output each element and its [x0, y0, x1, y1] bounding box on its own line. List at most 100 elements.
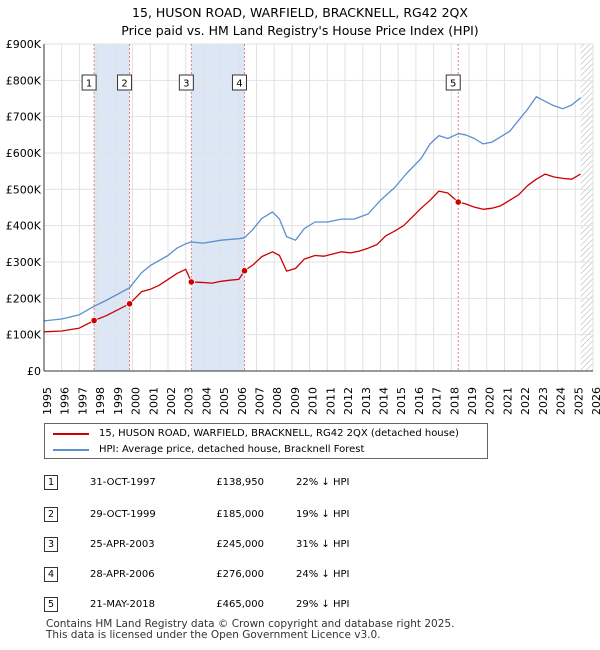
- series-lines: [43, 96, 582, 333]
- legend: 15, HUSON ROAD, WARFIELD, BRACKNELL, RG4…: [44, 423, 488, 459]
- sale-point: [125, 300, 134, 308]
- x-tick-label: 1995: [41, 387, 54, 415]
- x-tick-label: 2002: [165, 387, 178, 415]
- x-tick-labels: 1995 1996 1997 1998 1999 2000 2001 2002 2003 2004…: [41, 387, 600, 415]
- axes: [43, 44, 593, 372]
- sale-label: 4: [236, 79, 242, 90]
- y-tick-label: £500K: [6, 183, 42, 196]
- price-chart: 1 2 3 4 5 £0 £100K £200K £300K £400K £500K £600K £7…: [6, 38, 600, 415]
- sale-point: [90, 316, 98, 325]
- x-tick-label: 2005: [218, 387, 231, 415]
- x-tick-label: 2008: [271, 387, 284, 415]
- future-hatch: [580, 44, 593, 371]
- row-date: 28-APR-2006: [90, 569, 155, 580]
- sale-label-box: [445, 74, 461, 91]
- shaded-period: [94, 44, 130, 371]
- property-price-line: [43, 173, 581, 333]
- table-row: 4 28-APR-2006 £276,000 24% ↓ HPI: [0, 566, 600, 584]
- x-tick-label: 2012: [342, 387, 355, 415]
- legend-swatch-hpi: [53, 449, 89, 451]
- chart-title: 15, HUSON ROAD, WARFIELD, BRACKNELL, RG4…: [0, 4, 600, 40]
- sale-point: [240, 267, 249, 275]
- x-tick-label: 2015: [395, 387, 408, 415]
- sale-label: 5: [450, 79, 456, 90]
- row-hpi: 19% ↓ HPI: [296, 509, 350, 520]
- x-tick-label: 2009: [289, 387, 302, 415]
- x-tick-label: 1997: [76, 387, 89, 415]
- x-tick-label: 2026: [590, 387, 600, 415]
- row-number: 5: [44, 597, 58, 612]
- row-price: £185,000: [216, 509, 264, 520]
- y-tick-label: £800K: [6, 74, 42, 87]
- row-price: £465,000: [216, 599, 264, 610]
- row-number: 4: [44, 567, 58, 582]
- row-price: £245,000: [216, 539, 264, 550]
- sale-label-box: [178, 74, 194, 91]
- title-line-1: 15, HUSON ROAD, WARFIELD, BRACKNELL, RG4…: [132, 5, 468, 20]
- y-tick-label: £400K: [6, 220, 42, 233]
- x-tick-label: 2025: [572, 387, 585, 415]
- footer-line-1: Contains HM Land Registry data © Crown c…: [46, 618, 455, 630]
- x-tick-label: 2004: [200, 387, 213, 415]
- sale-label-boxes: 1 2 3 4 5: [81, 74, 461, 91]
- sale-point: [454, 198, 462, 206]
- x-tick-label: 2014: [377, 387, 390, 415]
- table-row: 2 29-OCT-1999 £185,000 19% ↓ HPI: [0, 506, 600, 524]
- legend-swatch-property: [53, 433, 89, 435]
- y-tick-label: £300K: [6, 256, 42, 269]
- y-tick-label: £100K: [6, 329, 42, 342]
- footer-line-2: This data is licensed under the Open Gov…: [46, 629, 381, 641]
- sale-label-box: [117, 74, 133, 91]
- sale-markers-lines: [93, 44, 459, 371]
- y-tick-label: £600K: [6, 147, 42, 160]
- x-tick-label: 1999: [112, 387, 125, 415]
- row-date: 29-OCT-1999: [90, 509, 156, 520]
- sale-label: 3: [183, 79, 189, 90]
- x-tick-label: 2007: [254, 387, 267, 415]
- y-tick-label: £700K: [6, 111, 42, 124]
- x-tick-label: 2000: [130, 387, 143, 415]
- legend-label-hpi: HPI: Average price, detached house, Brac…: [99, 444, 365, 455]
- x-tick-label: 2006: [236, 387, 249, 415]
- x-tick-label: 2022: [519, 387, 532, 415]
- shaded-periods: [94, 44, 593, 371]
- x-tick-label: 2017: [431, 387, 444, 415]
- row-number: 2: [44, 507, 58, 522]
- x-tick-label: 2020: [484, 387, 497, 415]
- hpi-line: [43, 96, 582, 322]
- legend-label-property: 15, HUSON ROAD, WARFIELD, BRACKNELL, RG4…: [99, 428, 459, 439]
- sale-label-box: [231, 74, 247, 91]
- row-hpi: 24% ↓ HPI: [296, 569, 350, 580]
- sale-label: 1: [86, 79, 92, 90]
- sale-points: [90, 198, 462, 325]
- y-tick-label: £200K: [6, 292, 42, 305]
- row-hpi: 29% ↓ HPI: [296, 599, 350, 610]
- row-number: 3: [44, 537, 58, 552]
- table-row: 5 21-MAY-2018 £465,000 29% ↓ HPI: [0, 596, 600, 614]
- row-number: 1: [44, 475, 58, 490]
- x-tick-label: 2011: [324, 387, 337, 415]
- row-date: 21-MAY-2018: [90, 599, 156, 610]
- y-tick-labels: £0 £100K £200K £300K £400K £500K £600K £700K £80…: [6, 38, 42, 378]
- row-date: 31-OCT-1997: [90, 477, 156, 488]
- row-hpi: 22% ↓ HPI: [296, 477, 350, 488]
- footer-note: Contains HM Land Registry data © Crown c…: [46, 619, 454, 641]
- table-row: 3 25-APR-2003 £245,000 31% ↓ HPI: [0, 536, 600, 554]
- row-hpi: 31% ↓ HPI: [296, 539, 350, 550]
- title-line-2: Price paid vs. HM Land Registry's House …: [121, 23, 479, 38]
- x-tick-label: 2024: [555, 387, 568, 415]
- x-tick-label: 2003: [183, 387, 196, 415]
- x-tick-label: 2023: [537, 387, 550, 415]
- sale-label-box: [81, 74, 97, 91]
- x-tick-label: 2018: [448, 387, 461, 415]
- shaded-period: [191, 44, 245, 371]
- x-tick-label: 2021: [501, 387, 514, 415]
- x-tick-label: 2010: [307, 387, 320, 415]
- row-price: £138,950: [216, 477, 264, 488]
- row-date: 25-APR-2003: [90, 539, 155, 550]
- row-price: £276,000: [216, 569, 264, 580]
- x-tick-label: 1998: [94, 387, 107, 415]
- y-tick-label: £900K: [6, 38, 42, 51]
- table-row: 1 31-OCT-1997 £138,950 22% ↓ HPI: [0, 474, 600, 492]
- x-tick-label: 2019: [466, 387, 479, 415]
